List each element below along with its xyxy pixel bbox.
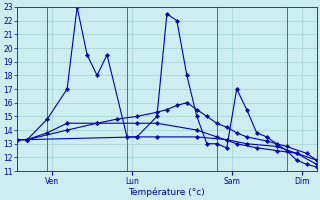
X-axis label: Température (°c): Température (°c): [129, 187, 205, 197]
